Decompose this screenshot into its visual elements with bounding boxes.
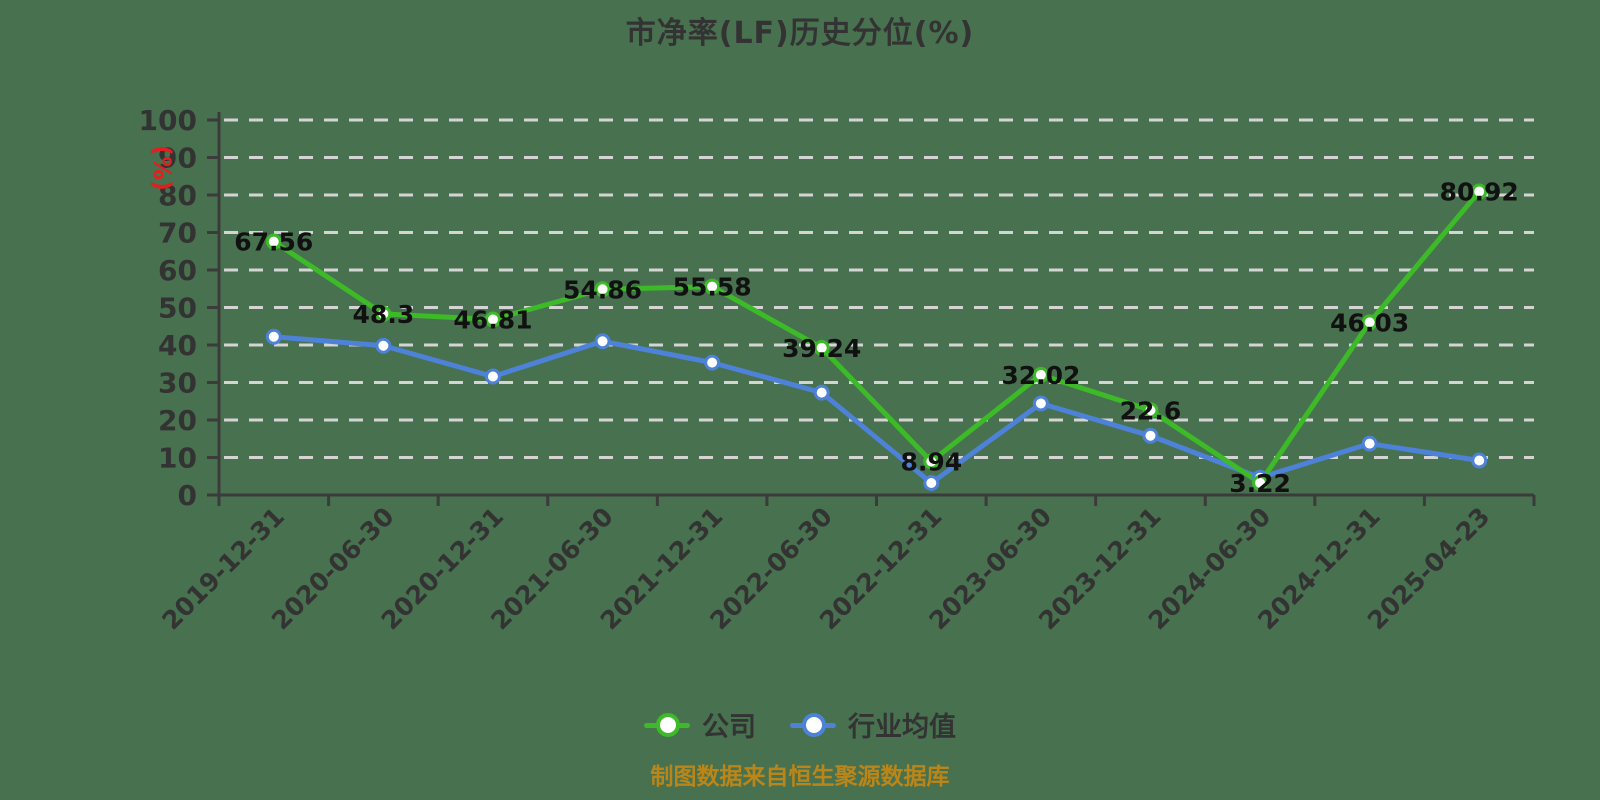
industry-average-data-point (1032, 395, 1049, 412)
y-axis-tick-label: 30 (158, 367, 197, 400)
company-data-point (813, 339, 830, 356)
company-value-labels: 67.56 48.3 46.81 54.86 55.58 39.24 8.94 32.02 22… (234, 178, 1518, 498)
industry-average-data-point (704, 354, 721, 371)
legend: 公司 行业均值 (0, 705, 1600, 744)
industry-average-data-point (923, 475, 940, 491)
company-data-point (1252, 474, 1269, 491)
company-data-point (594, 281, 611, 298)
industry-average-data-point (375, 337, 392, 354)
legend-item-company[interactable]: 公司 (644, 705, 756, 744)
company-data-point (484, 311, 501, 328)
y-axis-tick-label: 90 (158, 142, 197, 175)
data-point-label: 55.58 (673, 273, 752, 302)
industry-average-data-point (1142, 427, 1159, 444)
industry-average-data-point (1471, 452, 1488, 469)
company-data-point (265, 233, 282, 250)
company-data-point (1142, 402, 1159, 419)
data-point-label: 8.94 (900, 447, 962, 476)
y-axis-tick-label: 70 (158, 217, 197, 250)
data-source-credit: 制图数据来自恒生聚源数据库 (650, 764, 950, 790)
gridlines (224, 118, 1534, 459)
legend-item-industry-average[interactable]: 行业均值 (790, 705, 956, 744)
company-data-point (704, 278, 721, 295)
industry-average-series-line (271, 334, 1482, 486)
industry-average-data-point (265, 328, 282, 345)
industry-average-data-point (484, 368, 501, 385)
data-point-label: 32.02 (1001, 361, 1080, 390)
company-data-point (1032, 366, 1049, 383)
data-point-label: 54.86 (563, 275, 642, 304)
y-axis-tick-label: 20 (158, 404, 197, 437)
data-point-label: 46.81 (453, 305, 532, 334)
y-axis-tick-label: 60 (158, 254, 197, 287)
company-data-point (923, 453, 940, 470)
company-legend-marker-icon (644, 712, 690, 738)
company-data-point (1471, 183, 1488, 200)
y-axis-tick-label: 10 (158, 442, 197, 475)
data-point-label: 80.92 (1440, 178, 1519, 207)
data-point-label: 46.03 (1330, 308, 1409, 337)
legend-label: 行业均值 (848, 712, 956, 743)
industry-average-data-point (1361, 435, 1378, 452)
legend-label: 公司 (702, 712, 756, 743)
x-axis-labels: 2019-12-312020-06-302020-12-312021-06-30… (156, 502, 1495, 636)
industry-average-data-point (594, 333, 611, 350)
industry-average-legend-marker-icon (790, 712, 836, 738)
chart-title: 市净率(LF)历史分位(%) (625, 16, 975, 51)
y-axis-name: (%) (148, 145, 176, 191)
industry-average-data-point (813, 384, 830, 401)
company-data-point (375, 305, 392, 322)
data-point-label: 48.3 (353, 300, 415, 329)
data-point-label: 67.56 (234, 228, 313, 257)
company-series-markers (265, 183, 1488, 491)
y-axis-tick-label: 80 (158, 179, 197, 212)
y-axis-tick-label: 40 (158, 329, 197, 362)
data-point-label: 3.22 (1229, 469, 1291, 498)
y-axis-tick-label: 100 (139, 104, 197, 137)
axes: 0 10 20 30 40 50 60 70 80 90 100 (139, 104, 1536, 512)
data-point-label: 22.6 (1120, 396, 1182, 425)
company-series-line (271, 189, 1482, 486)
y-axis-tick-label: 0 (178, 479, 197, 512)
y-axis-tick-label: 50 (158, 292, 197, 325)
company-data-point (1361, 314, 1378, 331)
data-point-label: 39.24 (782, 334, 861, 363)
